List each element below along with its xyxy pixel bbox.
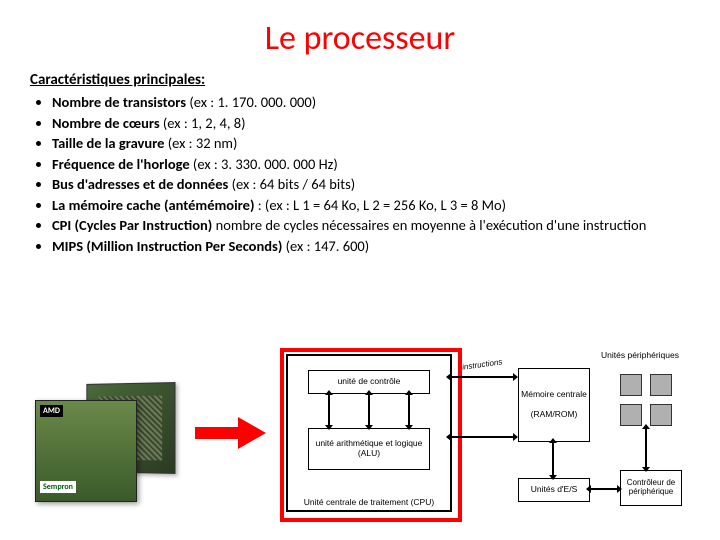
chip-model: Sempron bbox=[40, 481, 76, 493]
periph-2 bbox=[650, 374, 672, 396]
bullet-list: Nombre de transistors (ex : 1. 170. 000.… bbox=[30, 93, 690, 257]
block-diagram: unité de contrôle unité arithmétique et … bbox=[280, 348, 690, 518]
bullet-item: MIPS (Million Instruction Per Seconds) (… bbox=[52, 237, 690, 257]
bullet-item: La mémoire cache (antémémoire) : (ex : L… bbox=[52, 196, 690, 216]
bullet-item: Fréquence de l'horloge (ex : 3. 330. 000… bbox=[52, 155, 690, 175]
periph-4 bbox=[650, 404, 672, 426]
arrow-icon bbox=[180, 413, 280, 453]
bullet-item: CPI (Cycles Par Instruction) nombre de c… bbox=[52, 216, 690, 236]
diagram-row: AMD Sempron unité de contrôle unité arit… bbox=[25, 345, 705, 520]
io-label: Unités d'E/S bbox=[519, 485, 589, 494]
chip-front: AMD Sempron bbox=[35, 400, 137, 502]
bullet-item: Nombre de cœurs (ex : 1, 2, 4, 8) bbox=[52, 114, 690, 134]
instructions-label: instructions bbox=[462, 357, 503, 372]
bullet-item: Bus d'adresses et de données (ex : 64 bi… bbox=[52, 175, 690, 195]
controller-label: Contrôleur de périphérique bbox=[621, 479, 681, 497]
memory-title: Mémoire centrale bbox=[519, 390, 589, 399]
memory-box: Mémoire centrale (RAM/ROM) bbox=[518, 368, 590, 442]
slide-title: Le processeur bbox=[30, 18, 690, 59]
alu-unit: unité arithmétique et logique (ALU) bbox=[308, 428, 430, 470]
bullet-item: Taille de la gravure (ex : 32 nm) bbox=[52, 134, 690, 154]
cpu-photo: AMD Sempron bbox=[25, 355, 180, 510]
chip-brand: AMD bbox=[40, 405, 63, 417]
cpu-label: Unité centrale de traitement (CPU) bbox=[288, 497, 450, 507]
controller-box: Contrôleur de périphérique bbox=[620, 470, 682, 506]
memory-sub: (RAM/ROM) bbox=[519, 410, 589, 419]
periph-title: Unités périphériques bbox=[600, 350, 680, 360]
periph-1 bbox=[620, 374, 642, 396]
periph-3 bbox=[620, 404, 642, 426]
io-box: Unités d'E/S bbox=[518, 478, 590, 502]
section-heading: Caractéristiques principales: bbox=[30, 71, 690, 89]
cpu-box: unité de contrôle unité arithmétique et … bbox=[286, 354, 452, 512]
bullet-item: Nombre de transistors (ex : 1. 170. 000.… bbox=[52, 93, 690, 113]
